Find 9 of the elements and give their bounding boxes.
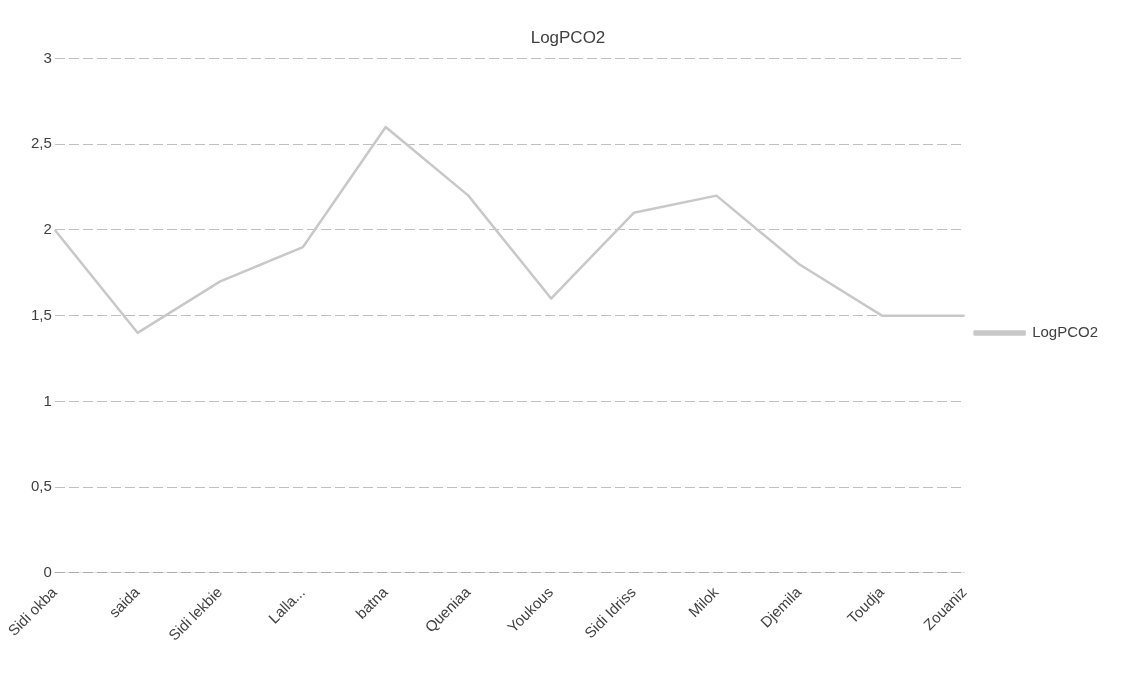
y-tick-label: 3 — [43, 48, 52, 66]
y-tick-label: 1,5 — [30, 305, 52, 323]
y-tick-label: 2,5 — [30, 134, 52, 152]
y-tick-label: 2 — [43, 220, 52, 238]
chart-title: LogPCO2 — [530, 27, 606, 47]
y-tick-label: 0 — [43, 563, 52, 581]
y-tick-label: 0,5 — [30, 477, 52, 495]
y-tick-label: 1 — [43, 391, 52, 409]
legend-label: LogPCO2 — [1032, 323, 1098, 341]
